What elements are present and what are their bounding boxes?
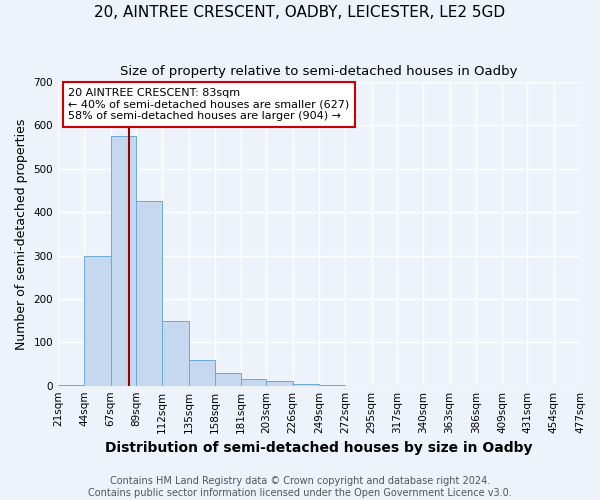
X-axis label: Distribution of semi-detached houses by size in Oadby: Distribution of semi-detached houses by … <box>105 441 533 455</box>
Bar <box>162 320 188 386</box>
Y-axis label: Number of semi-detached properties: Number of semi-detached properties <box>15 118 28 350</box>
Text: Contains HM Land Registry data © Crown copyright and database right 2024.
Contai: Contains HM Land Registry data © Crown c… <box>88 476 512 498</box>
Text: 20 AINTREE CRESCENT: 83sqm
← 40% of semi-detached houses are smaller (627)
58% o: 20 AINTREE CRESCENT: 83sqm ← 40% of semi… <box>68 88 350 121</box>
Bar <box>85 256 110 386</box>
Bar <box>319 385 346 386</box>
Bar <box>58 385 85 386</box>
Bar <box>266 382 293 386</box>
Bar <box>188 360 215 386</box>
Bar <box>215 372 241 386</box>
Bar <box>136 202 162 386</box>
Bar <box>241 379 266 386</box>
Title: Size of property relative to semi-detached houses in Oadby: Size of property relative to semi-detach… <box>120 65 518 78</box>
Text: 20, AINTREE CRESCENT, OADBY, LEICESTER, LE2 5GD: 20, AINTREE CRESCENT, OADBY, LEICESTER, … <box>94 5 506 20</box>
Bar <box>110 136 136 386</box>
Bar <box>293 384 319 386</box>
